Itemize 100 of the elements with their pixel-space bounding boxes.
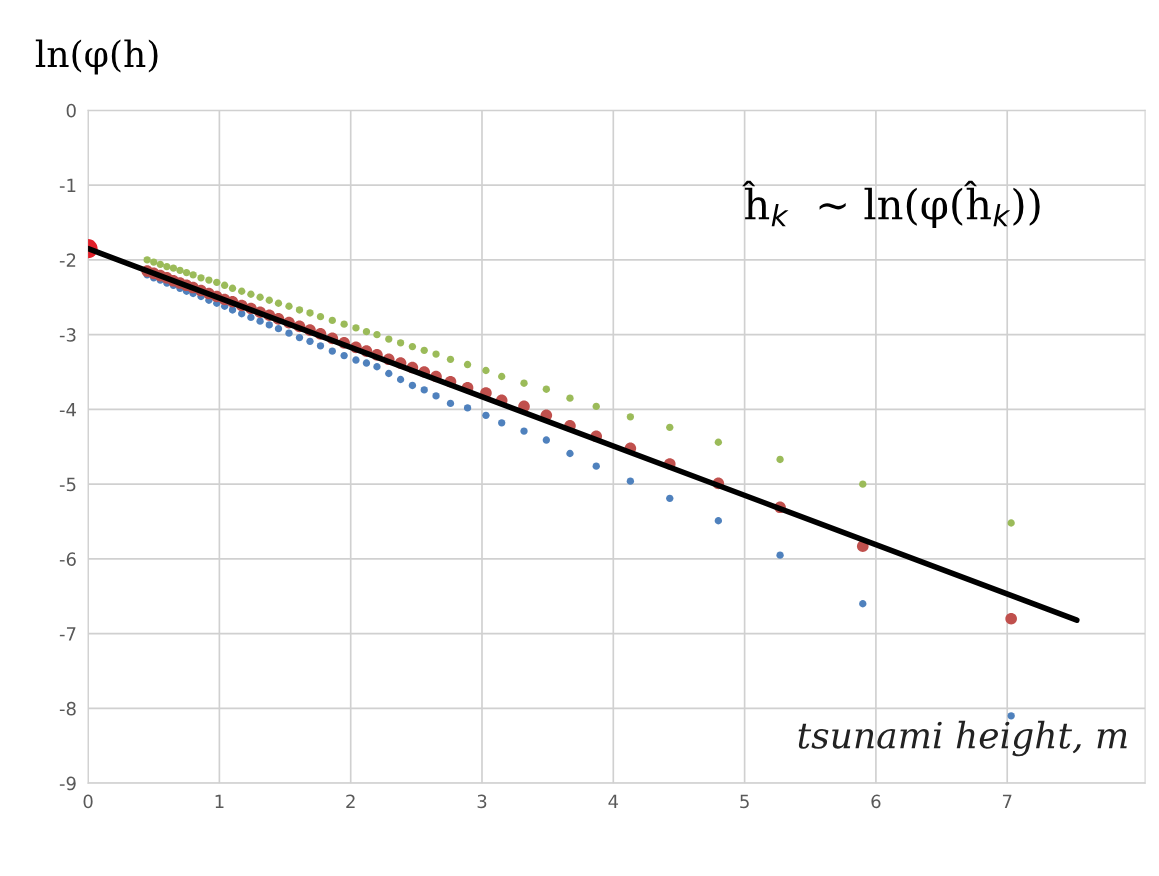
point [285,329,293,337]
point [463,404,472,412]
point [482,411,490,420]
point [498,419,506,427]
point [328,316,336,325]
point [295,333,304,342]
point [566,394,574,402]
point [1007,712,1015,720]
point [265,321,273,329]
y-tick-label: -5 [59,477,76,492]
point [247,290,255,298]
y-tick-label: -1 [59,178,76,192]
point [197,274,205,282]
y-tick-label: -8 [59,701,76,716]
point [626,413,635,421]
point [626,477,635,485]
point [228,284,237,292]
point [666,423,674,431]
point [1007,519,1015,527]
x-tick-label: 3 [477,794,487,809]
point [176,266,184,275]
point [247,313,255,322]
point [592,402,600,411]
point [714,438,723,446]
point [265,296,273,304]
x-axis-title: tsunami height, m [798,720,1127,757]
point [714,517,723,525]
x-tick-label: 0 [83,794,93,809]
point [352,356,360,364]
point [592,462,600,470]
point [169,264,178,272]
point [463,360,472,369]
point [205,276,213,284]
point [274,324,283,333]
point [316,313,325,321]
point [446,355,455,363]
point [432,350,440,358]
point [1005,612,1017,625]
point [520,379,528,387]
y-tick-label: -4 [59,403,76,417]
x-tick-label: 6 [871,794,881,809]
point [228,306,237,314]
point [396,375,405,384]
point [285,302,293,310]
point [396,339,405,347]
point [385,369,393,378]
point [256,293,264,301]
point [163,262,171,271]
y-tick-label: -7 [59,627,76,641]
point [352,324,360,332]
y-axis-title: ln(φ(h) [35,39,158,75]
point [498,372,506,381]
point [362,327,371,336]
point [373,330,381,339]
point [156,260,164,269]
point [542,385,551,393]
point [256,317,264,325]
point [220,281,229,289]
point [482,366,490,375]
point [362,359,371,367]
point [432,392,440,400]
point [859,480,867,488]
point [306,309,314,317]
annotation: ĥ$_{k}$ ~ ln(φ(ĥ$_{k}$)) [742,180,1040,229]
point [859,600,867,608]
point [446,399,455,408]
point [143,256,151,264]
point [566,449,574,458]
point [328,347,336,355]
x-tick-label: 1 [215,794,224,808]
point [340,351,348,360]
y-tick-label: 0 [66,103,76,118]
point [238,310,246,318]
point [776,551,784,559]
x-tick-label: 4 [608,794,619,808]
point [213,278,221,286]
point [666,494,674,503]
point [408,381,417,390]
point [776,455,784,464]
point [420,346,428,355]
y-tick-label: -3 [59,328,76,342]
x-tick-label: 5 [740,794,749,809]
point [385,335,393,343]
point [238,287,246,295]
point [373,363,381,371]
point [408,342,417,351]
point [182,268,191,277]
y-tick-label: -6 [59,552,76,566]
point [420,386,428,394]
point [316,342,325,350]
point [189,271,197,279]
point [520,427,528,435]
point [150,258,158,266]
x-tick-label: 7 [1002,794,1012,808]
x-tick-label: 2 [346,794,355,808]
y-tick-label: -9 [59,776,76,791]
point [295,306,304,314]
point [274,299,283,307]
point [306,337,314,346]
point [542,436,551,444]
